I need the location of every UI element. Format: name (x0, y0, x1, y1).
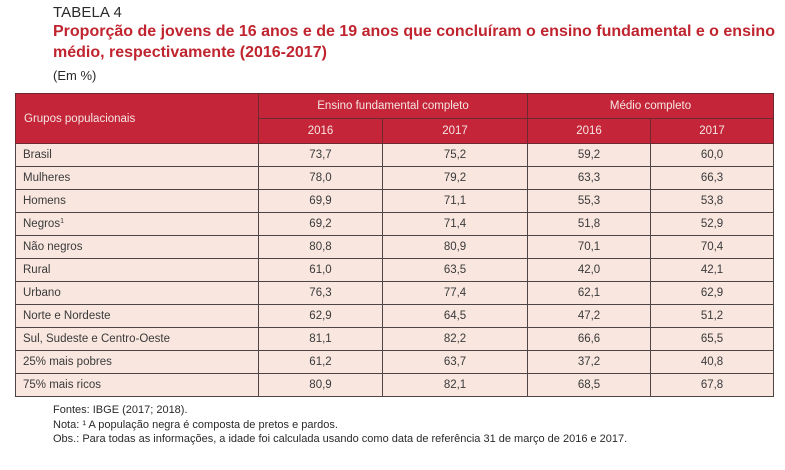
row-group-label: Rural (23, 264, 51, 276)
row-group-label: Urbano (23, 287, 61, 299)
value-cell: 62,9 (258, 304, 383, 328)
header-year: 2016 (258, 118, 383, 144)
table-row: Brasil 73,7 75,2 59,2 60,0 (15, 143, 775, 167)
row-group-label: 25% mais pobres (23, 356, 112, 368)
header-year: 2017 (381, 118, 529, 144)
table-row: Homens 69,9 71,1 55,3 53,8 (15, 189, 775, 213)
value-cell: 61,2 (258, 350, 383, 374)
table-body: Brasil 73,7 75,2 59,2 60,0 Mulheres 78,0 79,2 63… (15, 143, 775, 397)
row-group-name: Rural (15, 258, 259, 282)
value-cell: 66,6 (527, 327, 652, 351)
value-cell: 69,9 (258, 189, 383, 213)
table-row: Mulheres 78,0 79,2 63,3 66,3 (15, 166, 775, 190)
value-cell: 66,3 (650, 166, 775, 190)
table-row: Negros1 69,2 71,4 51,8 52,9 (15, 212, 775, 236)
value-cell: 52,9 (650, 212, 775, 236)
value-cell: 80,8 (258, 235, 383, 259)
table-row: Não negros 80,8 80,9 70,1 70,4 (15, 235, 775, 259)
value-cell: 64,5 (381, 304, 529, 328)
row-group-label: Norte e Nordeste (23, 310, 111, 322)
value-cell: 63,3 (527, 166, 652, 190)
value-cell: 68,5 (527, 373, 652, 397)
value-cell: 80,9 (258, 373, 383, 397)
row-group-label: Homens (23, 195, 66, 207)
table-row: 75% mais ricos 80,9 82,1 68,5 67,8 (15, 373, 775, 397)
header-year: 2016 (527, 118, 652, 144)
table-row: Norte e Nordeste 62,9 64,5 47,2 51,2 (15, 304, 775, 328)
value-cell: 42,1 (650, 258, 775, 282)
row-group-name: Não negros (15, 235, 259, 259)
header-row-groups: Grupos populacionais Ensino fundamental … (15, 93, 775, 144)
row-group-label: Não negros (23, 241, 83, 253)
row-group-name: Sul, Sudeste e Centro-Oeste (15, 327, 259, 351)
row-group-label: Negros (23, 218, 61, 230)
header-fundamental: Ensino fundamental completo (257, 93, 529, 119)
value-cell: 63,7 (381, 350, 529, 374)
value-cell: 81,1 (258, 327, 383, 351)
data-table: Grupos populacionais Ensino fundamental … (15, 93, 775, 397)
row-group-label: Mulheres (23, 172, 71, 184)
value-cell: 59,2 (527, 143, 652, 167)
footnote-sources: Fontes: IBGE (2017; 2018). (53, 404, 188, 416)
unit-label: (Em %) (53, 68, 97, 83)
table-row: Sul, Sudeste e Centro-Oeste 81,1 82,2 66,6 6… (15, 327, 775, 351)
table-row: 25% mais pobres 61,2 63,7 37,2 40,8 (15, 350, 775, 374)
value-cell: 70,4 (650, 235, 775, 259)
value-cell: 65,5 (650, 327, 775, 351)
row-group-label: Sul, Sudeste e Centro-Oeste (23, 333, 171, 345)
value-cell: 51,2 (650, 304, 775, 328)
value-cell: 75,2 (381, 143, 529, 167)
row-group-label: Brasil (23, 149, 52, 161)
value-cell: 71,4 (381, 212, 529, 236)
value-cell: 67,8 (650, 373, 775, 397)
value-cell: 42,0 (527, 258, 652, 282)
row-group-name: Urbano (15, 281, 259, 305)
value-cell: 37,2 (527, 350, 652, 374)
value-cell: 80,9 (381, 235, 529, 259)
value-cell: 82,1 (381, 373, 529, 397)
row-group-name: Mulheres (15, 166, 259, 190)
value-cell: 70,1 (527, 235, 652, 259)
value-cell: 76,3 (258, 281, 383, 305)
value-cell: 55,3 (527, 189, 652, 213)
row-group-name: Brasil (15, 143, 259, 167)
header-year: 2017 (650, 118, 775, 144)
footnote-marker: 1 (60, 218, 64, 225)
footnote-note: Nota: ¹ A população negra é composta de … (53, 418, 338, 431)
row-group-name: 75% mais ricos (15, 373, 259, 397)
footnotes: Fontes: IBGE (2017; 2018). Nota: ¹ A pop… (53, 403, 627, 447)
value-cell: 69,2 (258, 212, 383, 236)
value-cell: 78,0 (258, 166, 383, 190)
table-label: TABELA 4 (53, 4, 122, 21)
value-cell: 73,7 (258, 143, 383, 167)
table-row: Rural 61,0 63,5 42,0 42,1 (15, 258, 775, 282)
value-cell: 60,0 (650, 143, 775, 167)
value-cell: 82,2 (381, 327, 529, 351)
header-grupos: Grupos populacionais (15, 93, 259, 144)
value-cell: 61,0 (258, 258, 383, 282)
row-group-name: Homens (15, 189, 259, 213)
value-cell: 53,8 (650, 189, 775, 213)
footnote-obs: Obs.: Para todas as informações, a idade… (53, 433, 628, 445)
row-group-name: Negros1 (15, 212, 259, 236)
value-cell: 62,1 (527, 281, 652, 305)
value-cell: 77,4 (381, 281, 529, 305)
row-group-label: 75% mais ricos (23, 379, 101, 391)
value-cell: 51,8 (527, 212, 652, 236)
header-medio: Médio completo (527, 93, 775, 119)
value-cell: 71,1 (381, 189, 529, 213)
value-cell: 47,2 (527, 304, 652, 328)
table-row: Urbano 76,3 77,4 62,1 62,9 (15, 281, 775, 305)
value-cell: 63,5 (381, 258, 529, 282)
table-title: Proporção de jovens de 16 anos e de 19 a… (53, 23, 775, 61)
row-group-name: Norte e Nordeste (15, 304, 259, 328)
header-row-years: 2016 2017 2016 2017 (16, 118, 775, 144)
value-cell: 62,9 (650, 281, 775, 305)
value-cell: 79,2 (381, 166, 529, 190)
value-cell: 40,8 (650, 350, 775, 374)
row-group-name: 25% mais pobres (15, 350, 259, 374)
